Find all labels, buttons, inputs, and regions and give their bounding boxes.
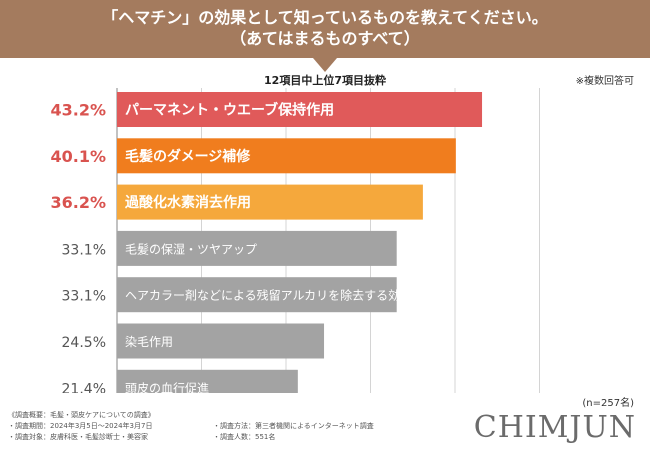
bar	[117, 369, 298, 393]
bar-category-label: 頭皮の血行促進	[125, 381, 209, 393]
bar-category-label: ヘアカラー剤などによる残留アルカリを除去する効果	[125, 288, 412, 303]
bar-value-label: 43.2%	[50, 101, 106, 120]
footer-right: ・調査方法：第三者機関によるインターネット調査 ・調査人数：551名	[213, 421, 374, 443]
brand-logo: CHIMJUN	[473, 410, 636, 445]
bar	[117, 323, 325, 359]
chart-title-line1: 「ヘマチン」の効果として知っているものを教えてください。	[102, 8, 548, 27]
bar-value-label: 21.4%	[62, 381, 106, 393]
footer-method: ・調査方法：第三者機関によるインターネット調査	[213, 422, 374, 430]
bar-value-label: 24.5%	[62, 335, 106, 351]
bar-category-label: 過酸化水素消去作用	[124, 194, 251, 211]
bar-category-label: 毛髪のダメージ補修	[125, 148, 251, 165]
chart-title-line2: （あてはまるものすべて）	[230, 29, 420, 48]
bar-value-label: 33.1%	[62, 289, 106, 305]
bar	[117, 230, 397, 266]
sample-size-label: (n=257名)	[582, 398, 634, 409]
bar	[117, 92, 483, 127]
bar-value-label: 33.1%	[62, 242, 106, 258]
bar-value-label: 36.2%	[50, 193, 106, 212]
footer-left: 《調査概要：毛髪・頭皮ケアについての調査》 ・調査期間：2024年3月5日〜20…	[8, 410, 155, 443]
chart-title-banner: 「ヘマチン」の効果として知っているものを教えてください。 （あてはまるものすべて…	[0, 0, 650, 72]
bar-chart: パーマネント・ウエーブ保持作用 43.2% 毛髪のダメージ補修 40.1% 過酸化水素消…	[50, 88, 540, 393]
footer-overview: 《調査概要：毛髪・頭皮ケアについての調査》	[8, 411, 155, 419]
bar-value-label: 40.1%	[50, 147, 106, 166]
banner-pointer	[313, 58, 337, 72]
footer-target: ・調査対象：皮膚科医・毛髪診断士・美容家	[8, 433, 148, 441]
bar	[117, 277, 397, 313]
bar-category-label: パーマネント・ウエーブ保持作用	[125, 102, 334, 119]
chart-subtitle: 12項目中上位7項目抜粋	[264, 74, 386, 87]
bar-category-label: 毛髪の保湿・ツヤアップ	[125, 241, 257, 256]
footer-count: ・調査人数：551名	[213, 433, 276, 441]
multiple-answer-note: ※複数回答可	[575, 76, 634, 87]
bar	[117, 138, 456, 174]
bar	[117, 184, 423, 220]
footer-period: ・調査期間：2024年3月5日〜2024年3月7日	[8, 422, 153, 430]
bar-category-label: 染毛作用	[125, 334, 173, 349]
